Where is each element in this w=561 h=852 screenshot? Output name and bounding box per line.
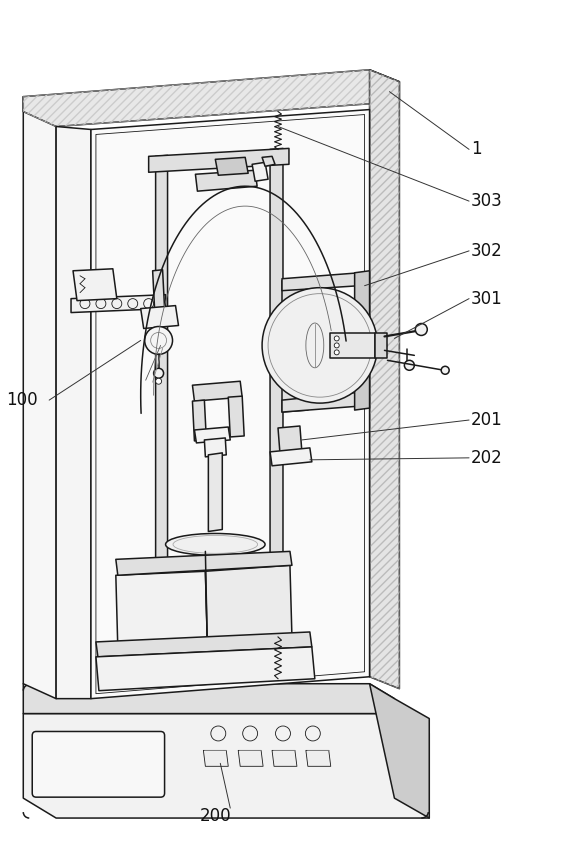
- Polygon shape: [192, 400, 206, 441]
- Polygon shape: [195, 170, 257, 191]
- Polygon shape: [141, 306, 178, 329]
- Polygon shape: [262, 156, 275, 166]
- Text: 1: 1: [471, 141, 482, 158]
- Polygon shape: [238, 751, 263, 766]
- Circle shape: [334, 336, 339, 341]
- Circle shape: [154, 368, 164, 378]
- Polygon shape: [56, 126, 91, 699]
- Polygon shape: [155, 155, 168, 649]
- Polygon shape: [272, 751, 297, 766]
- Polygon shape: [149, 148, 289, 172]
- Polygon shape: [149, 627, 289, 653]
- Polygon shape: [204, 438, 226, 457]
- Polygon shape: [153, 270, 164, 309]
- Text: 302: 302: [471, 242, 503, 260]
- Circle shape: [145, 326, 173, 354]
- Circle shape: [155, 378, 162, 384]
- Polygon shape: [370, 683, 429, 818]
- Polygon shape: [71, 295, 165, 313]
- Text: 301: 301: [471, 290, 503, 308]
- Circle shape: [404, 360, 415, 371]
- Text: 200: 200: [200, 807, 231, 825]
- Polygon shape: [370, 70, 399, 688]
- Polygon shape: [282, 273, 360, 291]
- Polygon shape: [96, 632, 312, 657]
- Polygon shape: [375, 333, 388, 359]
- FancyBboxPatch shape: [32, 732, 164, 797]
- Polygon shape: [355, 271, 370, 410]
- Circle shape: [334, 343, 339, 348]
- Polygon shape: [96, 647, 315, 691]
- Polygon shape: [91, 110, 370, 699]
- Polygon shape: [208, 453, 222, 532]
- Polygon shape: [176, 553, 257, 579]
- Polygon shape: [228, 396, 244, 437]
- Text: 202: 202: [471, 449, 503, 467]
- Polygon shape: [195, 427, 230, 443]
- Polygon shape: [252, 163, 268, 181]
- Polygon shape: [192, 381, 242, 401]
- Circle shape: [262, 288, 378, 403]
- Polygon shape: [215, 158, 248, 176]
- Polygon shape: [306, 751, 331, 766]
- Text: 100: 100: [6, 391, 38, 409]
- Polygon shape: [23, 683, 394, 714]
- Polygon shape: [330, 333, 375, 359]
- Polygon shape: [116, 551, 292, 575]
- Ellipse shape: [165, 533, 265, 556]
- Polygon shape: [270, 148, 283, 639]
- Circle shape: [441, 366, 449, 374]
- Polygon shape: [73, 268, 117, 301]
- Circle shape: [415, 324, 427, 336]
- Polygon shape: [205, 566, 292, 644]
- Polygon shape: [282, 279, 308, 412]
- Polygon shape: [204, 751, 228, 766]
- Polygon shape: [23, 96, 56, 699]
- Polygon shape: [278, 426, 302, 454]
- Polygon shape: [116, 572, 208, 648]
- Polygon shape: [23, 714, 429, 818]
- Text: 303: 303: [471, 192, 503, 210]
- Polygon shape: [23, 70, 399, 126]
- Polygon shape: [270, 448, 312, 466]
- Circle shape: [334, 350, 339, 354]
- Text: 201: 201: [471, 411, 503, 429]
- Polygon shape: [282, 392, 360, 412]
